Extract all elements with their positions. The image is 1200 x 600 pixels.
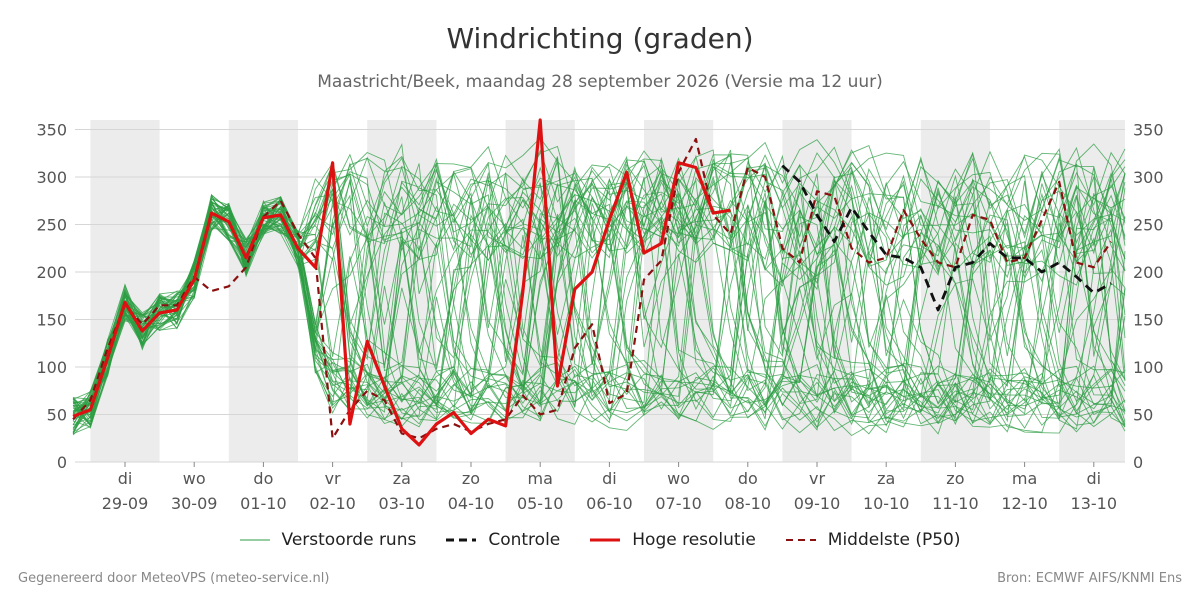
y-tick-label: 50 [47, 406, 67, 425]
ensemble-member-line [72, 154, 1126, 419]
y-tick-label: 200 [36, 263, 67, 282]
legend-label: Controle [488, 530, 561, 550]
x-tick-day: do [738, 469, 758, 488]
x-tick-day: za [393, 469, 411, 488]
y-tick-label: 200 [1133, 263, 1164, 282]
footer-source: Bron: ECMWF AIFS/KNMI Ens [997, 571, 1182, 586]
footer-generated-by: Gegenereerd door MeteoVPS (meteo-service… [18, 571, 330, 586]
y-tick-label: 250 [1133, 216, 1164, 235]
legend-label: Middelste (P50) [827, 530, 961, 550]
day-band [782, 120, 852, 462]
y-tick-label: 350 [36, 121, 67, 140]
x-tick-day: vr [809, 469, 825, 488]
y-tick-label: 300 [1133, 168, 1164, 187]
x-tick-day: ma [1012, 469, 1037, 488]
x-axis: di 29-09 wo 30-09 do 01-10 vr 02-10 za 03-10 zo 04-… [102, 462, 1117, 513]
x-tick-day: zo [462, 469, 480, 488]
y-tick-label: 150 [36, 311, 67, 330]
x-tick-date: 29-09 [102, 494, 149, 513]
series-line-middelste-p50- [72, 137, 1113, 440]
x-tick-date: 13-10 [1071, 494, 1118, 513]
x-tick-date: 12-10 [1001, 494, 1048, 513]
x-tick-day: vr [325, 469, 341, 488]
legend-label: Hoge resolutie [632, 530, 756, 550]
x-tick-date: 08-10 [725, 494, 772, 513]
main-series [72, 118, 1113, 447]
ensemble-member-line [72, 164, 1126, 434]
x-tick-date: 06-10 [586, 494, 633, 513]
ensemble-member-line [72, 156, 1126, 424]
day-band [228, 120, 298, 462]
ensemble-member-line [72, 158, 1126, 415]
y-tick-label: 100 [36, 358, 67, 377]
y-tick-label: 350 [1133, 121, 1164, 140]
x-tick-day: di [1086, 469, 1101, 488]
y-axis-left: 0 50 100 150 200 250 300 350 [36, 121, 67, 473]
legend-item-hoge-resolutie: Hoge resolutie [590, 530, 756, 550]
x-tick-date: 30-09 [171, 494, 218, 513]
x-tick-date: 04-10 [448, 494, 495, 513]
series-line-hoge-resolutie [72, 118, 731, 447]
x-tick-day: di [118, 469, 133, 488]
y-tick-label: 0 [1133, 453, 1143, 472]
y-tick-label: 150 [1133, 311, 1164, 330]
x-tick-day: zo [946, 469, 964, 488]
legend-swatch-dash [785, 539, 816, 541]
x-tick-date: 11-10 [932, 494, 979, 513]
legend-item-controle: Controle [446, 530, 560, 550]
ensemble-member-line [73, 156, 1126, 433]
y-tick-label: 300 [36, 168, 67, 187]
legend-swatch-dash [446, 538, 477, 542]
x-tick-date: 02-10 [309, 494, 356, 513]
x-tick-day: wo [667, 469, 690, 488]
legend-swatch-thin [239, 539, 270, 541]
ensemble-member-line [72, 158, 1126, 428]
y-tick-label: 250 [36, 216, 67, 235]
x-tick-date: 10-10 [863, 494, 910, 513]
x-tick-date: 09-10 [794, 494, 841, 513]
y-tick-label: 100 [1133, 358, 1164, 377]
legend-item-middelste: Middelste (P50) [785, 530, 961, 550]
y-tick-label: 50 [1133, 406, 1153, 425]
x-tick-day: ma [528, 469, 553, 488]
legend-swatch-solid [590, 538, 621, 542]
x-tick-day: za [877, 469, 895, 488]
x-tick-date: 05-10 [517, 494, 564, 513]
x-tick-day: do [253, 469, 273, 488]
chart-subtitle: Maastricht/Beek, maandag 28 september 20… [317, 72, 883, 92]
legend-label: Verstoorde runs [281, 530, 417, 550]
legend: Verstoorde runs Controle Hoge resolutie … [0, 530, 1200, 550]
x-tick-day: wo [183, 469, 206, 488]
x-tick-day: di [602, 469, 617, 488]
ensemble-member-line [72, 153, 1126, 425]
chart-title: Windrichting (graden) [446, 22, 754, 55]
x-tick-date: 07-10 [655, 494, 702, 513]
x-tick-date: 01-10 [240, 494, 287, 513]
legend-item-verstoorde-runs: Verstoorde runs [239, 530, 417, 550]
ensemble-member-line [72, 150, 1126, 422]
series-line-controle [781, 164, 1112, 312]
y-tick-label: 0 [57, 453, 67, 472]
y-axis-right: 0 50 100 150 200 250 300 350 [1133, 121, 1164, 473]
x-tick-date: 03-10 [379, 494, 426, 513]
